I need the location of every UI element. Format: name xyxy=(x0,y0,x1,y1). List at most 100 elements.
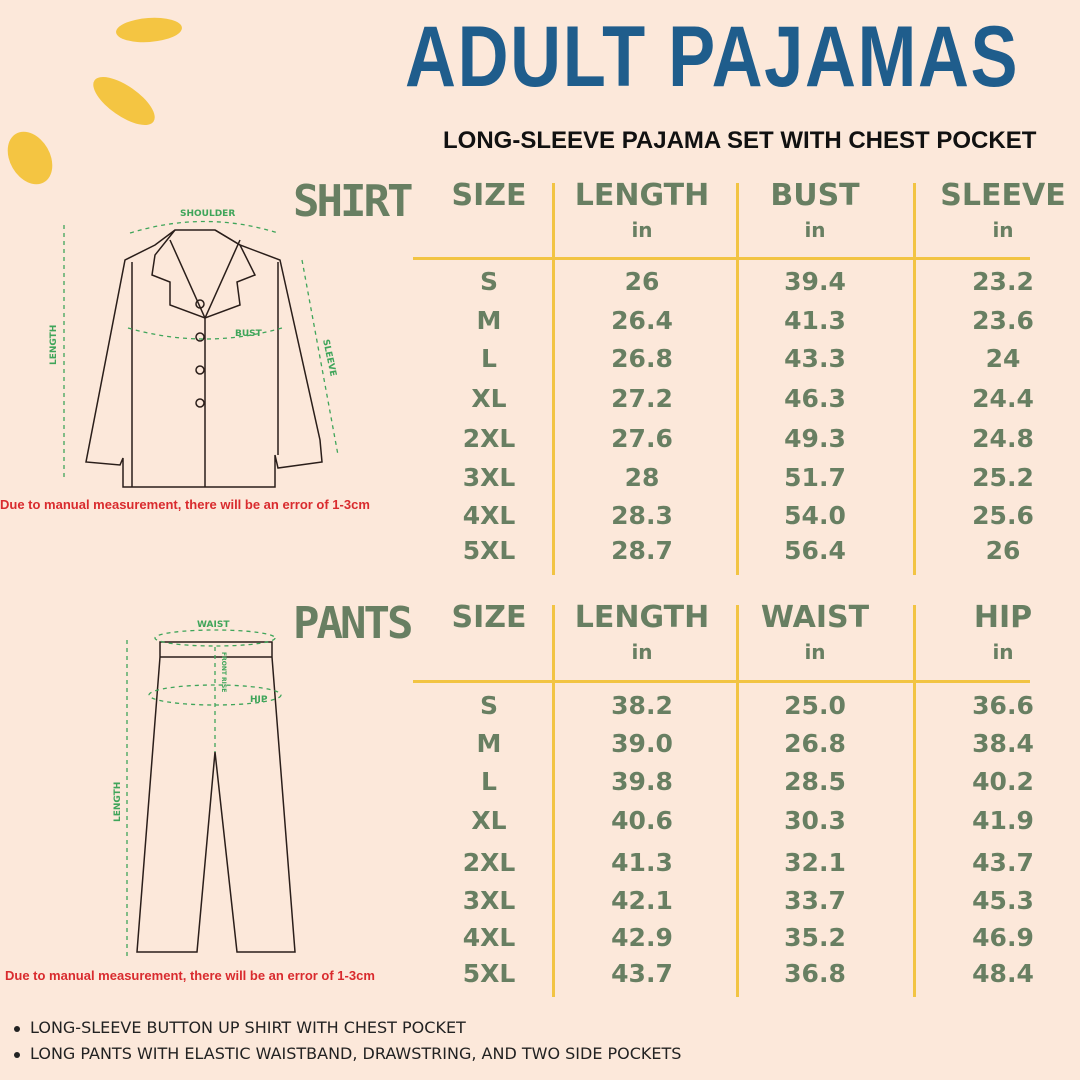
shirt-value-cell: 51.7 xyxy=(784,463,846,492)
pants-column-header: LENGTH xyxy=(574,600,710,635)
front-rise-label: FRONT RISE xyxy=(220,652,227,692)
shirt-value-cell: 43.3 xyxy=(784,344,846,373)
pants-diagram: WAIST HIP FRONT RISE LENGTH xyxy=(113,620,296,957)
pants-value-cell: 46.9 xyxy=(972,923,1034,952)
bullet-icon xyxy=(14,1051,20,1058)
shirt-value-cell: 27.6 xyxy=(611,424,673,453)
pants-value-cell: 45.3 xyxy=(972,886,1034,915)
shirt-value-cell: 26.8 xyxy=(611,344,673,373)
shirt-column-divider xyxy=(736,183,739,575)
page-subtitle: LONG-SLEEVE PAJAMA SET WITH CHEST POCKET xyxy=(443,127,1037,154)
shirt-value-cell: 28.7 xyxy=(611,536,673,565)
shirt-size-cell: 4XL xyxy=(462,501,516,530)
pants-value-cell: 42.1 xyxy=(611,886,673,915)
length-label: LENGTH xyxy=(113,782,123,822)
shirt-value-cell: 26.4 xyxy=(611,306,673,335)
pants-header-divider xyxy=(413,680,1030,683)
pants-size-cell: 4XL xyxy=(462,923,516,952)
feature-item: LONG PANTS WITH ELASTIC WAISTBAND, DRAWS… xyxy=(14,1044,681,1063)
shirt-size-cell: M xyxy=(476,306,502,335)
shirt-value-cell: 27.2 xyxy=(611,384,673,413)
pants-column-header: HIP xyxy=(973,600,1033,635)
pants-column-divider xyxy=(736,605,739,997)
shirt-column-unit: in xyxy=(631,218,653,242)
shirt-column-header: SIZE xyxy=(451,178,527,213)
shirt-size-cell: S xyxy=(479,267,498,296)
pants-value-cell: 36.6 xyxy=(972,691,1034,720)
pants-value-cell: 28.5 xyxy=(784,767,846,796)
pants-value-cell: 39.8 xyxy=(611,767,673,796)
shirt-value-cell: 25.6 xyxy=(972,501,1034,530)
shirt-value-cell: 24.8 xyxy=(972,424,1034,453)
pants-value-cell: 33.7 xyxy=(784,886,846,915)
shirt-value-cell: 41.3 xyxy=(784,306,846,335)
shirt-column-divider xyxy=(913,183,916,575)
decor-blob xyxy=(115,15,183,45)
pants-size-cell: L xyxy=(481,767,497,796)
hip-label: HIP xyxy=(250,695,268,705)
shirt-measurement-note: Due to manual measurement, there will be… xyxy=(0,497,370,512)
pants-size-cell: XL xyxy=(471,806,507,835)
pants-value-cell: 42.9 xyxy=(611,923,673,952)
shirt-value-cell: 54.0 xyxy=(784,501,846,530)
shirt-column-header: LENGTH xyxy=(574,178,710,213)
shirt-column-unit: in xyxy=(992,218,1014,242)
shirt-value-cell: 26 xyxy=(985,536,1021,565)
pants-column-unit: in xyxy=(804,640,826,664)
shirt-value-cell: 46.3 xyxy=(784,384,846,413)
pants-value-cell: 30.3 xyxy=(784,806,846,835)
pants-column-divider xyxy=(552,605,555,997)
shirt-value-cell: 25.2 xyxy=(972,463,1034,492)
pants-column-unit: in xyxy=(992,640,1014,664)
shirt-value-cell: 28.3 xyxy=(611,501,673,530)
shirt-value-cell: 28 xyxy=(624,463,660,492)
pants-value-cell: 48.4 xyxy=(972,959,1034,988)
pants-value-cell: 32.1 xyxy=(784,848,846,877)
decor-blob xyxy=(0,123,62,193)
pants-value-cell: 40.2 xyxy=(972,767,1034,796)
shirt-value-cell: 39.4 xyxy=(784,267,846,296)
pants-value-cell: 38.2 xyxy=(611,691,673,720)
pants-value-cell: 39.0 xyxy=(611,729,673,758)
decor-blob xyxy=(85,68,163,134)
shirt-value-cell: 23.6 xyxy=(972,306,1034,335)
shirt-diagram: SHOULDER BUST LENGTH SLEEVE xyxy=(49,209,339,488)
shirt-value-cell: 49.3 xyxy=(784,424,846,453)
pants-size-cell: 2XL xyxy=(462,848,516,877)
shirt-size-cell: 5XL xyxy=(462,536,516,565)
shirt-value-cell: 24 xyxy=(985,344,1021,373)
pants-measurement-note: Due to manual measurement, there will be… xyxy=(5,968,375,983)
shirt-column-divider xyxy=(552,183,555,575)
shirt-size-cell: 3XL xyxy=(462,463,516,492)
pants-value-cell: 40.6 xyxy=(611,806,673,835)
pants-value-cell: 26.8 xyxy=(784,729,846,758)
pants-column-header: SIZE xyxy=(451,600,527,635)
shirt-column-unit: in xyxy=(804,218,826,242)
page-title: ADULT PAJAMAS xyxy=(405,9,1020,105)
pants-size-cell: 3XL xyxy=(462,886,516,915)
shirt-size-cell: 2XL xyxy=(462,424,516,453)
pants-column-header: WAIST xyxy=(760,600,870,635)
feature-text: LONG-SLEEVE BUTTON UP SHIRT WITH CHEST P… xyxy=(30,1018,466,1037)
shirt-value-cell: 24.4 xyxy=(972,384,1034,413)
pants-size-cell: 5XL xyxy=(462,959,516,988)
feature-item: LONG-SLEEVE BUTTON UP SHIRT WITH CHEST P… xyxy=(14,1018,466,1037)
pants-value-cell: 41.9 xyxy=(972,806,1034,835)
shirt-column-header: BUST xyxy=(770,178,860,213)
shirt-column-header: SLEEVE xyxy=(940,178,1066,213)
pants-column-unit: in xyxy=(631,640,653,664)
shoulder-label: SHOULDER xyxy=(180,209,235,219)
pants-size-cell: M xyxy=(476,729,502,758)
pants-value-cell: 36.8 xyxy=(784,959,846,988)
length-label: LENGTH xyxy=(49,325,59,365)
shirt-size-cell: L xyxy=(481,344,497,373)
feature-text: LONG PANTS WITH ELASTIC WAISTBAND, DRAWS… xyxy=(30,1044,682,1063)
shirt-value-cell: 26 xyxy=(624,267,660,296)
pants-value-cell: 41.3 xyxy=(611,848,673,877)
bust-label: BUST xyxy=(235,329,263,339)
shirt-header-divider xyxy=(413,257,1030,260)
pants-value-cell: 43.7 xyxy=(611,959,673,988)
pants-value-cell: 25.0 xyxy=(784,691,846,720)
pants-column-divider xyxy=(913,605,916,997)
shirt-value-cell: 23.2 xyxy=(972,267,1034,296)
